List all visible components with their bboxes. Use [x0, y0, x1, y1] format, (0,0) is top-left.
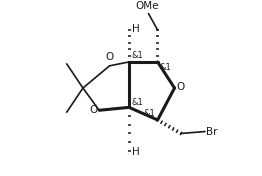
Text: Br: Br [206, 127, 218, 137]
Text: H: H [132, 24, 140, 34]
Text: O: O [106, 52, 114, 62]
Text: OMe: OMe [135, 1, 159, 11]
Text: &1: &1 [131, 51, 143, 60]
Text: &1: &1 [143, 109, 155, 118]
Text: O: O [177, 82, 185, 92]
Text: &1: &1 [131, 98, 143, 106]
Text: H: H [132, 147, 140, 157]
Text: &1: &1 [160, 63, 171, 72]
Text: O: O [89, 105, 97, 115]
